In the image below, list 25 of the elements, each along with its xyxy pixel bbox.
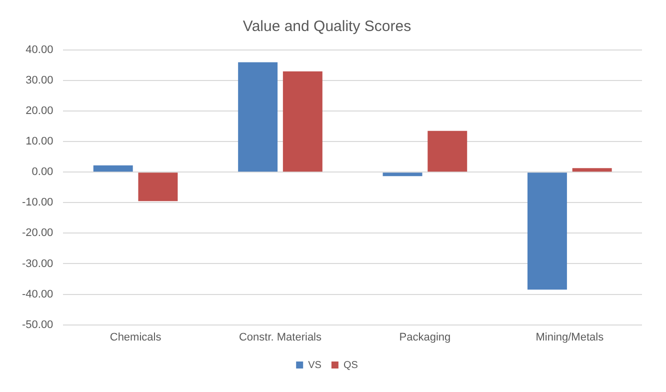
bar bbox=[527, 172, 567, 290]
y-tick-label: -30.00 bbox=[22, 258, 54, 270]
x-tick-label: Packaging bbox=[399, 331, 451, 344]
bar bbox=[428, 130, 468, 172]
chart-title: Value and Quality Scores bbox=[242, 18, 412, 36]
x-tick-label: Mining/Metals bbox=[536, 331, 604, 344]
x-tick-label: Chemicals bbox=[110, 331, 162, 344]
bar bbox=[282, 71, 322, 172]
legend-label: QS bbox=[343, 360, 358, 371]
y-tick-label: 30.00 bbox=[26, 74, 54, 87]
y-tick-label: 10.00 bbox=[26, 136, 54, 148]
y-tick-label: -10.00 bbox=[22, 196, 54, 209]
y-tick-label: 20.00 bbox=[26, 105, 54, 118]
y-tick-label: 40.00 bbox=[26, 44, 54, 56]
bar bbox=[238, 62, 278, 172]
bar bbox=[572, 168, 612, 172]
bar bbox=[93, 165, 133, 172]
bar bbox=[138, 172, 178, 202]
x-tick-label: Constr. Materials bbox=[238, 331, 322, 344]
legend-label: VS bbox=[308, 360, 322, 371]
y-tick-label: -50.00 bbox=[22, 318, 54, 331]
bar bbox=[382, 172, 422, 176]
y-tick-label: -20.00 bbox=[22, 227, 54, 240]
y-tick-label: -40.00 bbox=[22, 288, 54, 300]
y-tick-label: 0.00 bbox=[32, 166, 54, 178]
